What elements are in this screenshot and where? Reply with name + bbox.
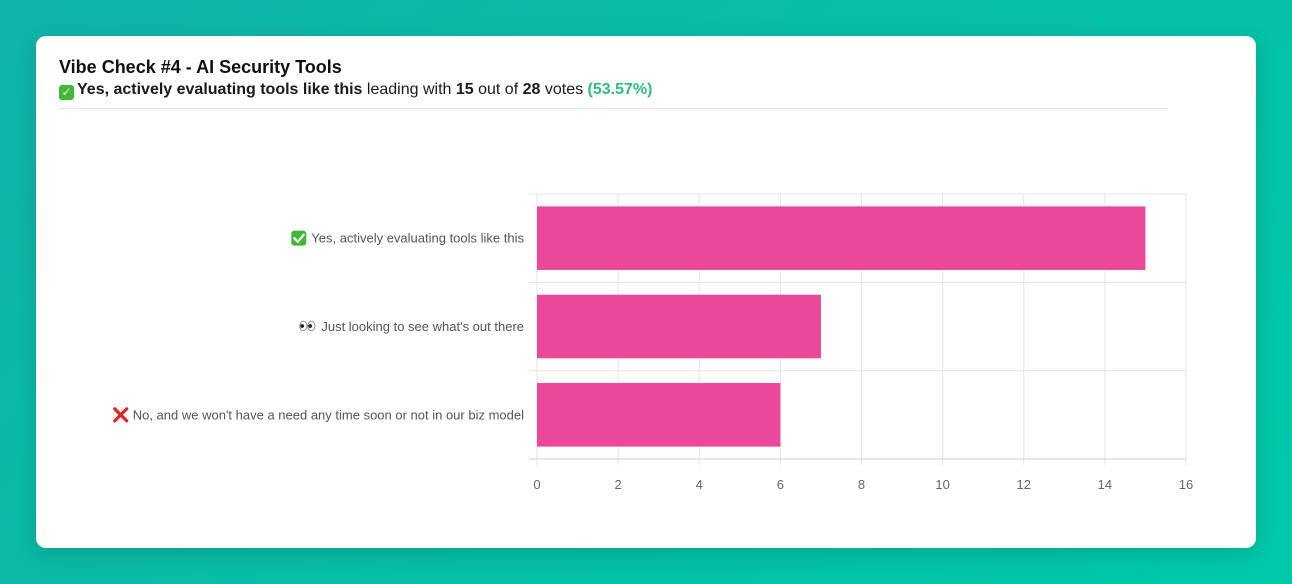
eyes-icon bbox=[299, 320, 316, 332]
cross-mark-icon bbox=[113, 407, 129, 423]
x-tick-label: 0 bbox=[533, 477, 540, 492]
x-tick-label: 4 bbox=[696, 477, 703, 492]
category-label: Yes, actively evaluating tools like this bbox=[311, 231, 524, 246]
category-label: No, and we won't have a need any time so… bbox=[133, 407, 524, 422]
x-tick-label: 16 bbox=[1179, 477, 1193, 492]
check-mark-icon bbox=[291, 230, 307, 246]
bar bbox=[537, 206, 1146, 270]
leading-with-text: leading with bbox=[366, 81, 452, 98]
leader-percent: (53.57%) bbox=[587, 81, 653, 98]
leader-label: Yes, actively evaluating tools like this bbox=[77, 81, 363, 98]
out-of-text: out of bbox=[478, 81, 519, 98]
x-tick-label: 2 bbox=[615, 477, 622, 492]
x-tick-label: 14 bbox=[1098, 477, 1112, 492]
bar bbox=[537, 294, 821, 359]
poll-title: Vibe Check #4 - AI Security Tools bbox=[59, 57, 342, 77]
x-tick-label: 6 bbox=[777, 477, 784, 492]
x-tick-label: 12 bbox=[1017, 477, 1031, 492]
poll-summary: ✓ Yes, actively evaluating tools like thi… bbox=[59, 80, 1168, 100]
category-label: Just looking to see what's out there bbox=[321, 319, 524, 334]
x-tick-label: 8 bbox=[858, 477, 865, 492]
votes-text: votes bbox=[544, 81, 584, 98]
x-tick-label: 10 bbox=[935, 477, 949, 492]
bars bbox=[537, 206, 1146, 447]
bar bbox=[537, 383, 781, 447]
poll-header: Vibe Check #4 - AI Security Tools ✓ Yes, … bbox=[59, 56, 1168, 109]
header-divider bbox=[59, 108, 1168, 109]
x-axis-ticks: 0 2 4 6 8 10 12 14 16 bbox=[533, 477, 1193, 492]
category-labels: Yes, actively evaluating tools like this… bbox=[113, 230, 524, 423]
check-mark-icon: ✓ bbox=[59, 85, 74, 100]
poll-card bbox=[36, 36, 1256, 548]
leader-votes: 15 bbox=[455, 81, 474, 98]
total-votes: 28 bbox=[522, 81, 541, 98]
